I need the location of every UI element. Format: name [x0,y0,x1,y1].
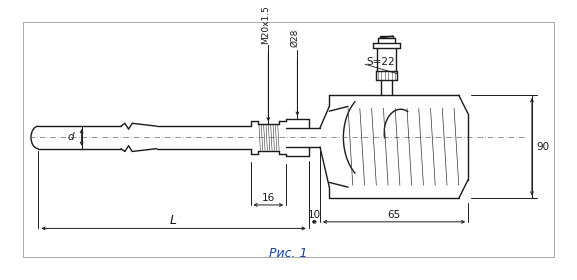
Text: 90: 90 [537,142,550,152]
Text: 16: 16 [262,193,275,203]
Text: 10: 10 [308,210,321,220]
Text: S=22: S=22 [367,57,395,67]
Text: M20x1.5: M20x1.5 [261,5,270,44]
Text: L: L [170,214,177,227]
Text: 65: 65 [387,210,400,220]
Text: Ø28: Ø28 [290,29,299,47]
Text: d: d [68,132,74,143]
Bar [23,22,554,256]
Text: Рис. 1: Рис. 1 [269,247,308,260]
